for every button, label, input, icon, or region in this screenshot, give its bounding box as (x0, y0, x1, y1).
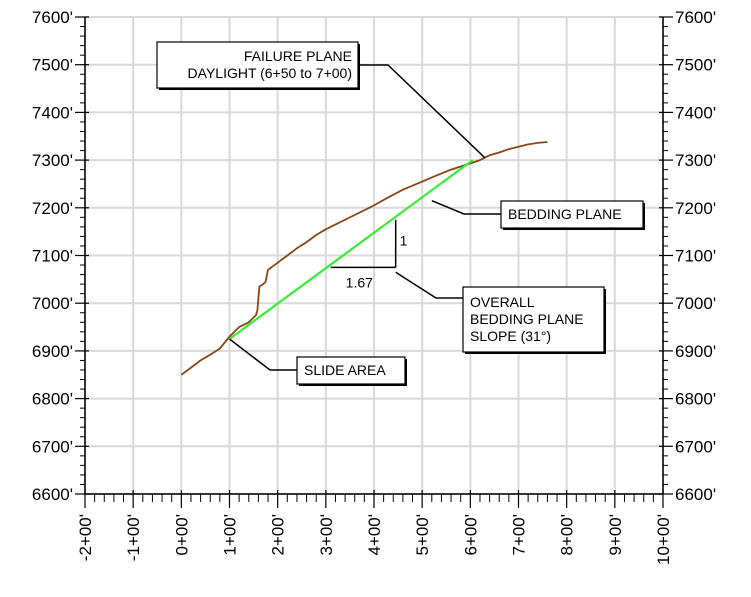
y-tick-label-left: 6800' (32, 390, 73, 409)
y-tick-label-right: 7200' (675, 199, 716, 218)
y-tick-label-left: 7600' (32, 8, 73, 27)
slope-run-label: 1.67 (346, 274, 373, 290)
callout-leader (431, 199, 501, 215)
callout-slide-area: SLIDE AREA (229, 338, 407, 386)
x-tick-label: 3+00' (317, 514, 336, 556)
y-tick-label-right: 7500' (675, 56, 716, 75)
callout-text-line: FAILURE PLANE (244, 48, 352, 64)
y-tick-label-left: 6700' (32, 437, 73, 456)
y-tick-label-left: 7100' (32, 247, 73, 266)
y-tick-label-left: 7200' (32, 199, 73, 218)
y-tick-label-right: 7300' (675, 151, 716, 170)
y-tick-label-left: 6600' (32, 485, 73, 504)
callout-text-line: SLIDE AREA (304, 362, 386, 378)
y-tick-label-left: 7400' (32, 103, 73, 122)
callout-box (156, 41, 359, 89)
axes (75, 16, 673, 508)
y-tick-label-right: 6700' (675, 437, 716, 456)
callout-box (296, 356, 406, 385)
x-tick-label: 6+00' (461, 514, 480, 556)
slope-triangle: 11.67 (330, 219, 408, 290)
callout-text-line: SLOPE (31°) (470, 328, 551, 344)
y-tick-label-right: 6900' (675, 342, 716, 361)
y-tick-label-left: 6900' (32, 342, 73, 361)
y-tick-label-left: 7300' (32, 151, 73, 170)
tick-labels: 7600' 7600' 7500' 7500' 7400' 7400' 7300' 7300'… (32, 8, 716, 565)
y-tick-label-right: 6600' (675, 485, 716, 504)
callout-box (462, 286, 605, 353)
x-tick-label: -1+00' (124, 514, 143, 561)
x-tick-label: 7+00' (510, 514, 529, 556)
callout-text-line: BEDDING PLANE (470, 311, 584, 327)
callout-text-line: DAYLIGHT (6+50 to 7+00) (188, 65, 352, 81)
y-tick-label-left: 7500' (32, 56, 73, 75)
series (180, 141, 548, 376)
callout-leader (352, 64, 486, 159)
x-tick-label: 9+00' (606, 514, 625, 556)
callout-box (500, 200, 644, 229)
callout-bedding-plane: BEDDING PLANE (431, 199, 645, 230)
y-tick-label-right: 7400' (675, 103, 716, 122)
x-tick-label: 2+00' (269, 514, 288, 556)
x-tick-label: 0+00' (172, 514, 191, 556)
callout-leader (395, 271, 463, 299)
y-tick-label-right: 7000' (675, 294, 716, 313)
x-tick-label: 1+00' (221, 514, 240, 556)
x-tick-label: 8+00' (558, 514, 577, 556)
x-tick-label: 10+00' (654, 514, 673, 565)
ground-profile-line (180, 141, 548, 376)
x-tick-label: 4+00' (365, 514, 384, 556)
y-tick-label-right: 6800' (675, 390, 716, 409)
y-tick-label-right: 7100' (675, 247, 716, 266)
y-tick-label-left: 7000' (32, 294, 73, 313)
callout-leader (229, 338, 297, 371)
x-tick-label: 5+00' (413, 514, 432, 556)
callout-text-line: OVERALL (470, 294, 535, 310)
bedding-plane-line (228, 159, 474, 340)
x-tick-label: -2+00' (76, 514, 95, 561)
slope-rise-label: 1 (400, 232, 408, 248)
y-tick-label-right: 7600' (675, 8, 716, 27)
callout-text-line: BEDDING PLANE (508, 206, 622, 222)
